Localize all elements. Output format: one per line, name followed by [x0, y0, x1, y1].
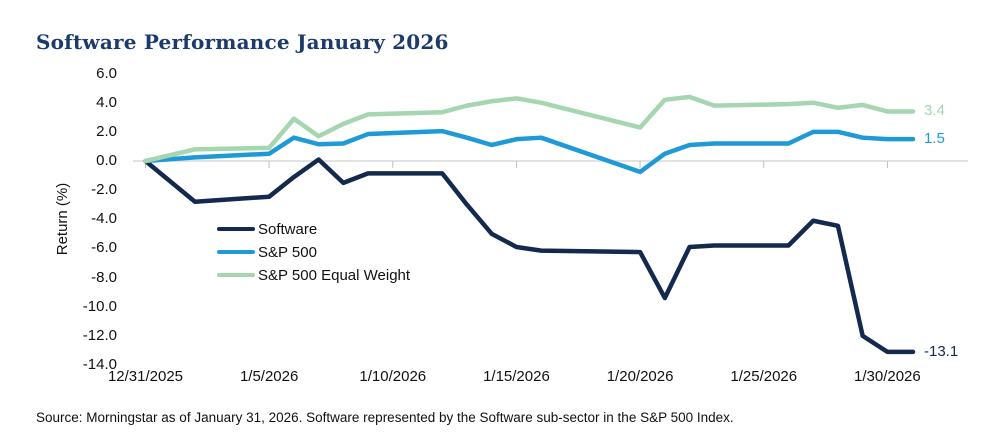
end-value-sp500-equal-weight: 3.4 [924, 102, 945, 120]
legend-item-sp500-equal-weight: S&P 500 Equal Weight [217, 266, 410, 284]
y-tick-label: -10.0 [82, 297, 117, 315]
x-tick-label: 1/5/2026 [239, 368, 299, 385]
y-tick-label: 4.0 [96, 93, 117, 111]
legend-label-sp500: S&P 500 [258, 243, 317, 261]
y-tick-label: -12.0 [82, 326, 117, 344]
x-tick-label: 1/25/2026 [730, 368, 798, 385]
series-line-2 [143, 94, 916, 164]
y-tick-label: 2.0 [96, 122, 117, 140]
chart-legend: Software S&P 500 S&P 500 Equal Weight [217, 220, 410, 284]
y-tick-label: -14.0 [82, 355, 117, 373]
y-tick-label: 0.0 [96, 152, 117, 169]
y-tick-label: -2.0 [91, 181, 117, 199]
software-line-swatch-icon [217, 226, 255, 232]
end-value-software: -13.1 [924, 342, 959, 360]
chart-title: Software Performance January 2026 [36, 30, 449, 54]
x-tick-label: 1/15/2026 [483, 368, 550, 385]
series-line-0 [143, 157, 916, 355]
x-tick-label: 1/20/2026 [606, 368, 674, 385]
series-line-1 [143, 128, 916, 175]
source-note: Source: Morningstar as of January 31, 20… [36, 410, 734, 425]
legend-label-software: Software [258, 220, 318, 238]
legend-item-software: Software [217, 220, 410, 238]
y-axis-tick-labels: 6.0 4.0 2.0 0.0 -2.0 -4.0 -6.0 -8.0 -10.0 -12.0 -1… [30, 0, 117, 444]
x-tick-label: 1/30/2026 [854, 368, 921, 385]
end-value-sp500: 1.5 [924, 130, 945, 148]
x-axis-tick-labels: 12/31/2025 1/5/2026 1/10/2026 1/15/2026 1/20… [0, 367, 990, 389]
y-tick-label: -6.0 [91, 239, 117, 257]
sp500-equal-weight-line-swatch-icon [217, 272, 255, 278]
sp500-line-swatch-icon [217, 249, 255, 255]
legend-label-sp500-equal-weight: S&P 500 Equal Weight [258, 266, 411, 284]
y-tick-label: -4.0 [91, 210, 117, 228]
legend-item-sp500: S&P 500 [217, 243, 410, 261]
y-tick-label: 6.0 [96, 64, 117, 82]
x-tick-label: 12/31/2025 [107, 368, 184, 385]
y-tick-label: -8.0 [91, 268, 117, 286]
x-tick-label: 1/10/2026 [359, 368, 427, 385]
